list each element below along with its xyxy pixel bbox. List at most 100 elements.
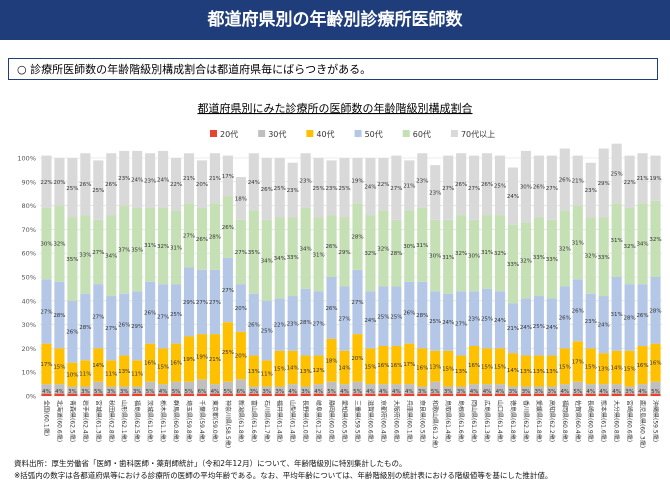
bar-segment [248,393,259,396]
bar-segment [469,291,480,347]
bar-segment [456,291,467,356]
data-label: 34% [300,246,312,252]
data-label: 27% [92,250,104,256]
bar-segment [158,384,169,394]
bar-segment [546,393,557,396]
bar-segment [352,203,363,270]
bar-segment [507,353,519,387]
x-tick-label: 山梨県(61.4歳) [289,400,297,442]
data-label: 30% [468,254,480,260]
bar-segment [598,296,609,354]
data-label: 13% [455,369,467,375]
data-label: 33% [79,252,91,258]
data-label: 16% [170,361,182,367]
bar-segment [171,210,182,285]
x-tick-label: 石川県(61.7歳) [263,400,271,442]
bar-segment [456,355,467,387]
data-label: 16% [636,363,648,369]
x-tick-label: 奈良県(60.5歳) [418,400,426,442]
data-label: 25% [222,350,234,356]
bar-segment [494,348,506,385]
data-label: 24% [520,325,532,331]
bar-segment [222,257,233,323]
data-label: 33% [598,255,610,261]
bar-segment [171,393,182,396]
bar-segment [494,384,506,394]
bar-segment [391,155,402,220]
data-label: 26% [572,308,584,314]
x-tick-label: 富山県(61.6歳) [250,400,258,442]
legend-swatch [306,130,314,137]
data-label: 25% [170,312,182,318]
bar-segment [132,386,143,394]
data-label: 13% [429,364,441,370]
data-label: 20% [53,180,65,186]
data-label: 32% [520,258,532,264]
y-tick-label: 60% [22,250,36,258]
data-label: 31% [481,250,493,256]
data-label: 26% [481,182,493,188]
data-label: 27% [105,326,117,332]
data-label: 13% [300,369,312,375]
data-label: 25% [274,186,286,192]
bar-segment [352,158,363,204]
data-label: 13% [598,367,610,373]
bar-segment [300,386,311,394]
x-tick-label: 大阪府(60.6歳) [392,400,400,442]
x-tick-label: 愛媛県(61.8歳) [535,400,543,442]
data-label: 14% [611,365,623,371]
bar-segment [404,384,415,394]
y-tick-label: 30% [22,321,36,329]
bar-segment [106,386,117,394]
data-label: 29% [131,324,143,330]
bar-segment [546,155,557,220]
data-label: 11% [261,371,273,377]
data-label: 27% [40,310,52,316]
data-label: 21% [636,176,648,182]
bar-segment [391,219,402,287]
bar-segment [378,286,389,347]
bar-segment [287,384,298,394]
data-label: 21% [403,183,415,189]
bar-segment [326,215,337,277]
bar-segment [261,158,272,220]
data-label: 22% [40,180,52,186]
bar-segment [378,384,389,394]
bar-segment [300,207,311,289]
bar-segment [196,269,208,335]
x-tick-label: 栃木県(61.1歳) [159,400,167,442]
x-tick-label: 大分県(60.8歳) [613,400,621,442]
bar-segment [222,322,233,382]
data-label: 26% [261,187,273,193]
bar-segment [365,158,376,216]
bar-segment [559,384,570,394]
data-label: 33% [507,262,519,268]
data-label: 25% [338,186,350,192]
bar-segment [482,384,493,394]
data-label: 28% [390,251,402,257]
bar-segment [222,155,233,197]
data-label: 27% [390,186,402,192]
y-tick-label: 10% [22,369,36,377]
bar-segment [158,348,169,385]
data-label: 26% [105,182,117,188]
bar-segment [520,393,531,396]
bar-segment [119,205,130,294]
bar-segment [404,393,415,396]
bar-segment [456,153,467,216]
data-label: 22% [170,182,182,188]
data-label: 18% [325,358,337,364]
data-label: 4% [366,389,375,395]
data-label: 27% [351,300,363,306]
bar-segment [222,381,233,394]
bar-segment [443,393,454,396]
data-label: 16% [649,361,661,367]
data-label: 25% [66,186,78,192]
data-label: 20% [235,354,247,360]
bar-segment [404,343,415,385]
bar-segment [145,393,156,396]
bar-segment [352,269,363,335]
data-label: 26% [559,177,571,183]
data-label: 16% [144,361,156,367]
footnote: 資料出所：厚生労働省「医師・歯科医師・薬剤師統計」（令和2年12月）について、年… [14,459,407,468]
